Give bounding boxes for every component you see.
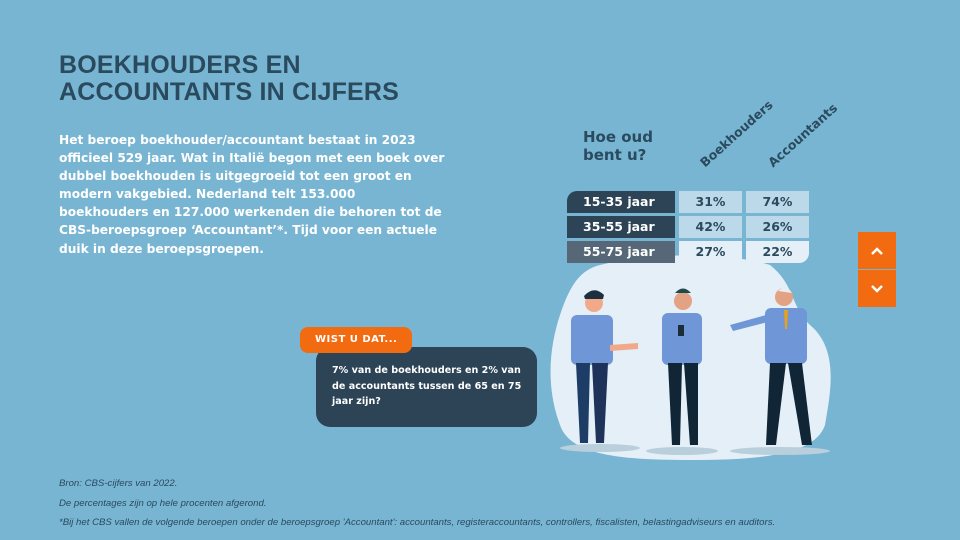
intro-text: Het beroep boekhouder/accountant bestaat…: [59, 133, 445, 256]
scroll-up-button[interactable]: [858, 232, 896, 269]
table-row: 35-55 jaar 42% 26%: [567, 216, 809, 238]
page-title: BOEKHOUDERS EN ACCOUNTANTS IN CIJFERS: [59, 51, 400, 106]
people-illustration: [550, 255, 831, 460]
footer-source: Bron: CBS-cijfers van 2022.: [59, 478, 178, 489]
did-you-know-box: 7% van de boekhouders en 2% van de accou…: [316, 347, 537, 427]
chevron-down-icon: [871, 284, 883, 293]
did-you-know-tag: WIST U DAT...: [300, 327, 412, 353]
table-question: Hoe oud bent u?: [583, 128, 653, 164]
column-header-boekhouders: Boekhouders: [696, 97, 776, 170]
table-row: 55-75 jaar 27% 22%: [567, 241, 809, 263]
table-row: 15-35 jaar 31% 74%: [567, 191, 809, 213]
footer-rounding: De percentages zijn op hele procenten af…: [59, 498, 267, 509]
footer-note: *Bij het CBS vallen de volgende beroepen…: [59, 517, 776, 528]
column-header-accountants: Accountants: [764, 100, 841, 170]
chevron-up-icon: [871, 246, 883, 255]
scroll-down-button[interactable]: [858, 270, 896, 307]
